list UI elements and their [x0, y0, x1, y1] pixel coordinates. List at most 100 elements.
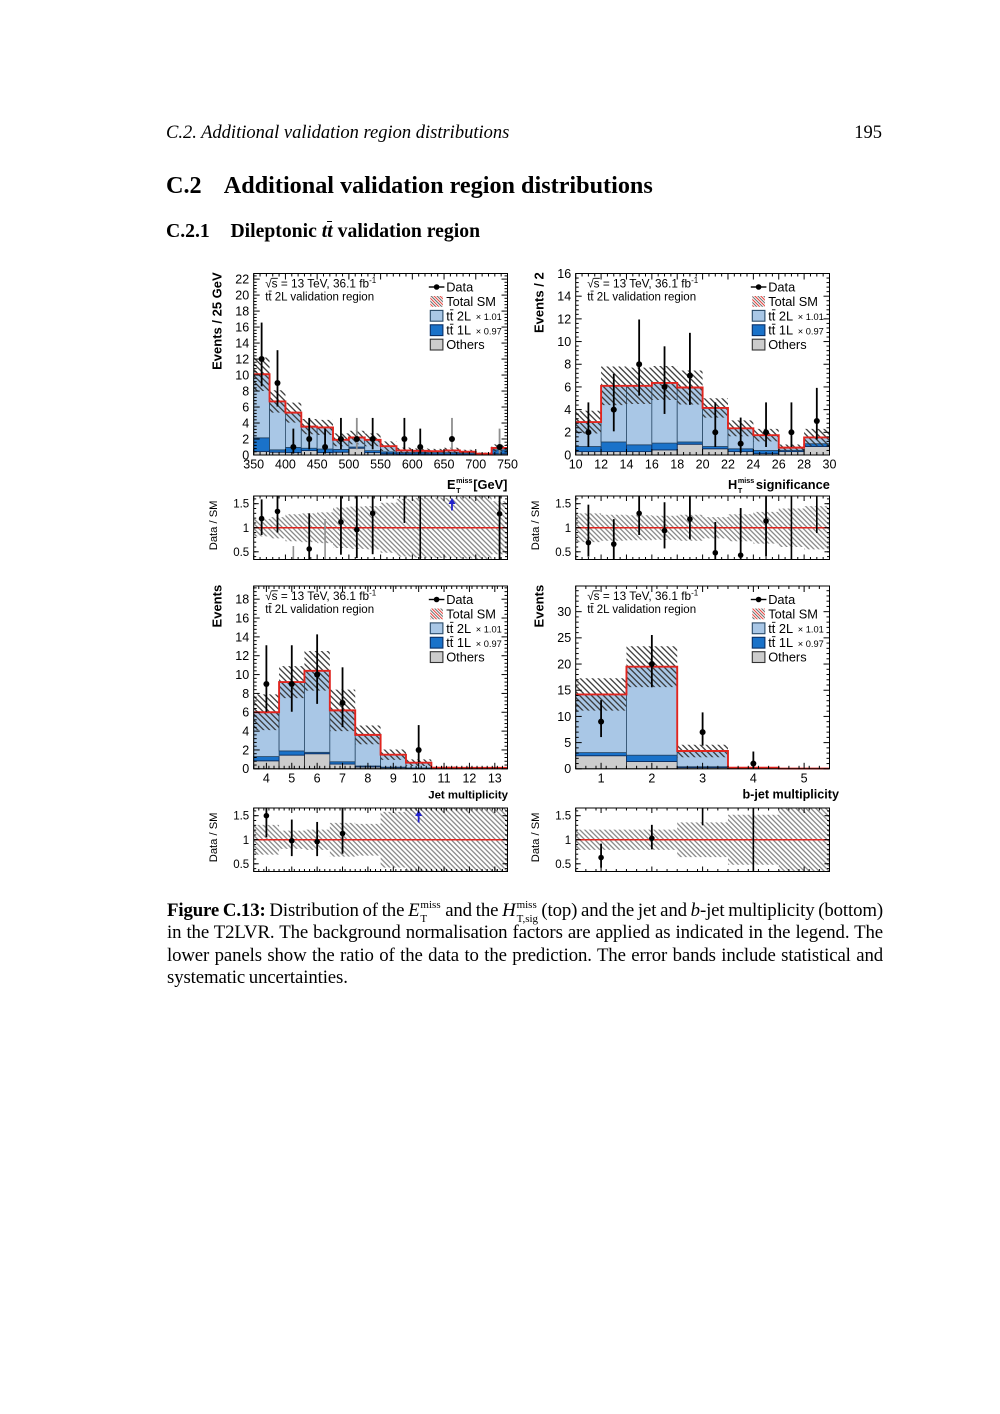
svg-text:Data: Data — [768, 280, 796, 295]
svg-text:22: 22 — [721, 458, 735, 472]
svg-text:tt 1L: tt 1L — [446, 323, 471, 338]
svg-text:30: 30 — [557, 605, 571, 619]
svg-text:7: 7 — [339, 771, 346, 785]
svg-text:√s = 13 TeV, 36.1 fb-1: √s = 13 TeV, 36.1 fb-1 — [587, 589, 699, 604]
svg-text:tt 2L validation region: tt 2L validation region — [587, 292, 696, 304]
svg-text:8: 8 — [242, 384, 249, 398]
svg-text:miss: miss — [738, 476, 754, 485]
svg-text:Others: Others — [446, 650, 484, 665]
svg-text:T: T — [738, 486, 743, 495]
svg-text:0: 0 — [564, 762, 571, 776]
svg-text:8: 8 — [242, 687, 249, 701]
svg-text:18: 18 — [235, 593, 249, 607]
svg-text:tt 1L: tt 1L — [768, 323, 793, 338]
svg-text:0: 0 — [242, 448, 249, 462]
svg-text:× 1.01: × 1.01 — [798, 312, 824, 322]
svg-text:3: 3 — [699, 771, 706, 785]
svg-text:√s = 13 TeV, 36.1 fb-1: √s = 13 TeV, 36.1 fb-1 — [265, 276, 377, 291]
svg-text:Events: Events — [531, 585, 546, 628]
svg-text:Data / SM: Data / SM — [530, 813, 542, 863]
svg-text:Events / 25 GeV: Events / 25 GeV — [209, 272, 224, 370]
svg-text:750: 750 — [497, 458, 518, 472]
svg-text:12: 12 — [235, 649, 249, 663]
svg-text:1: 1 — [565, 835, 571, 847]
svg-text:E: E — [447, 477, 456, 492]
svg-text:10: 10 — [235, 668, 249, 682]
svg-text:10: 10 — [557, 710, 571, 724]
svg-text:6: 6 — [242, 706, 249, 720]
svg-text:30: 30 — [823, 458, 837, 472]
svg-text:12: 12 — [235, 352, 249, 366]
svg-text:× 0.97: × 0.97 — [476, 639, 502, 649]
svg-text:× 0.97: × 0.97 — [476, 326, 502, 336]
svg-text:1: 1 — [243, 835, 249, 847]
svg-text:0: 0 — [564, 448, 571, 462]
svg-text:b-jet multiplicity: b-jet multiplicity — [742, 787, 839, 801]
svg-text:× 0.97: × 0.97 — [798, 326, 824, 336]
svg-text:20: 20 — [235, 288, 249, 302]
svg-text:1: 1 — [598, 771, 605, 785]
svg-text:16: 16 — [235, 611, 249, 625]
svg-text:0.5: 0.5 — [555, 547, 571, 559]
svg-text:4: 4 — [750, 771, 757, 785]
svg-text:600: 600 — [402, 458, 423, 472]
svg-text:700: 700 — [465, 458, 486, 472]
svg-text:16: 16 — [645, 458, 659, 472]
svg-text:4: 4 — [242, 416, 249, 430]
svg-text:tt 2L: tt 2L — [768, 621, 793, 636]
svg-text:Others: Others — [768, 650, 806, 665]
svg-text:18: 18 — [670, 458, 684, 472]
svg-text:2: 2 — [242, 432, 249, 446]
svg-text:H: H — [728, 477, 737, 492]
svg-text:Data: Data — [768, 592, 796, 607]
svg-text:9: 9 — [390, 771, 397, 785]
svg-text:tt 2L: tt 2L — [768, 308, 793, 323]
svg-text:miss: miss — [456, 476, 472, 485]
svg-text:6: 6 — [564, 380, 571, 394]
svg-text:× 1.01: × 1.01 — [476, 312, 502, 322]
svg-text:550: 550 — [370, 458, 391, 472]
svg-text:Data / SM: Data / SM — [208, 501, 220, 551]
svg-text:5: 5 — [564, 736, 571, 750]
svg-text:1: 1 — [565, 523, 571, 535]
svg-text:√s = 13 TeV, 36.1 fb-1: √s = 13 TeV, 36.1 fb-1 — [265, 589, 377, 604]
svg-text:1.5: 1.5 — [555, 811, 571, 823]
svg-text:14: 14 — [235, 336, 249, 350]
svg-text:1.5: 1.5 — [555, 499, 571, 511]
svg-text:14: 14 — [620, 458, 634, 472]
svg-text:2: 2 — [648, 771, 655, 785]
svg-text:18: 18 — [235, 304, 249, 318]
svg-text:tt 2L: tt 2L — [446, 308, 471, 323]
svg-text:T: T — [456, 486, 461, 495]
svg-text:Jet multiplicity: Jet multiplicity — [428, 789, 508, 801]
svg-text:Others: Others — [768, 337, 806, 352]
svg-text:16: 16 — [235, 320, 249, 334]
svg-text:Total SM: Total SM — [446, 294, 496, 309]
svg-text:tt 1L: tt 1L — [446, 635, 471, 650]
svg-text:tt 2L: tt 2L — [446, 621, 471, 636]
svg-text:350: 350 — [243, 458, 264, 472]
svg-text:8: 8 — [564, 358, 571, 372]
svg-text:Others: Others — [446, 337, 484, 352]
svg-text:20: 20 — [696, 458, 710, 472]
svg-text:450: 450 — [307, 458, 328, 472]
svg-text:400: 400 — [275, 458, 296, 472]
svg-text:2: 2 — [564, 426, 571, 440]
svg-text:500: 500 — [338, 458, 359, 472]
svg-text:Events / 2: Events / 2 — [531, 272, 546, 333]
svg-text:2: 2 — [242, 743, 249, 757]
svg-text:14: 14 — [557, 290, 571, 304]
svg-text:Data: Data — [446, 280, 474, 295]
svg-text:Events: Events — [209, 585, 224, 628]
svg-text:Data / SM: Data / SM — [530, 501, 542, 551]
svg-text:1.5: 1.5 — [233, 811, 249, 823]
svg-text:√s = 13 TeV, 36.1 fb-1: √s = 13 TeV, 36.1 fb-1 — [587, 276, 699, 291]
svg-text:tt 2L validation region: tt 2L validation region — [265, 292, 374, 304]
svg-text:Data: Data — [446, 592, 474, 607]
svg-text:Data / SM: Data / SM — [208, 813, 220, 863]
svg-text:tt 1L: tt 1L — [768, 635, 793, 650]
svg-text:0: 0 — [242, 762, 249, 776]
svg-text:12: 12 — [557, 312, 571, 326]
svg-text:13: 13 — [488, 771, 502, 785]
svg-text:26: 26 — [772, 458, 786, 472]
